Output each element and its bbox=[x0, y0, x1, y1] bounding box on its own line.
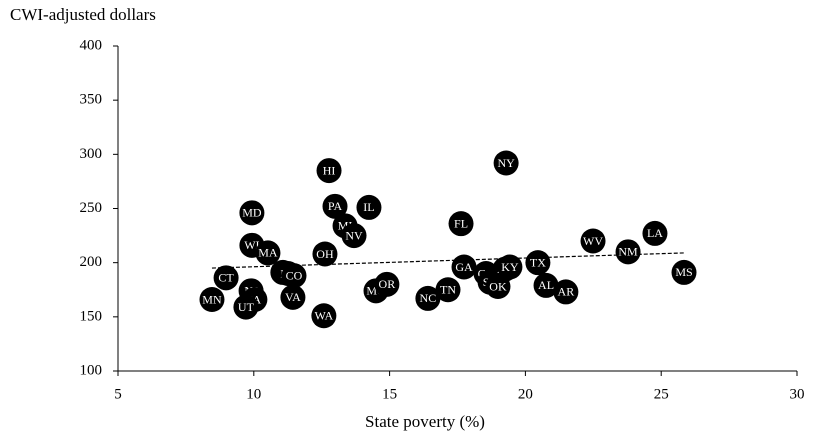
x-tick-label: 5 bbox=[114, 386, 122, 402]
point-label: MD bbox=[242, 206, 262, 220]
point bbox=[312, 241, 338, 267]
point bbox=[356, 194, 382, 220]
point bbox=[580, 228, 606, 254]
point-label: KY bbox=[501, 260, 519, 274]
point bbox=[374, 271, 400, 297]
point bbox=[642, 220, 668, 246]
point bbox=[199, 287, 225, 312]
point-label: MA bbox=[258, 246, 278, 260]
point-label: LA bbox=[647, 226, 663, 240]
point bbox=[448, 211, 474, 237]
point-label: PA bbox=[328, 199, 343, 213]
point-label: AL bbox=[538, 278, 554, 292]
point bbox=[497, 254, 523, 280]
y-tick-label: 200 bbox=[80, 254, 103, 270]
point-label: MN bbox=[202, 292, 222, 306]
point-label: UT bbox=[238, 300, 255, 314]
point-label: WV bbox=[583, 234, 603, 248]
y-tick-label: 300 bbox=[80, 146, 103, 162]
y-tick-label: 150 bbox=[80, 308, 103, 324]
point-label: NC bbox=[420, 291, 437, 305]
point bbox=[311, 303, 337, 329]
point bbox=[615, 239, 641, 265]
x-tick-label: 25 bbox=[654, 386, 669, 402]
point-label: WA bbox=[315, 309, 334, 323]
point bbox=[233, 294, 259, 320]
point bbox=[255, 240, 281, 266]
point-label: VA bbox=[285, 290, 301, 304]
point-label: IL bbox=[363, 200, 374, 214]
point-label: FL bbox=[454, 216, 468, 230]
point bbox=[213, 265, 239, 291]
point bbox=[415, 285, 441, 311]
point-label: WI bbox=[244, 238, 259, 252]
point bbox=[671, 259, 697, 285]
point bbox=[280, 284, 306, 310]
x-tick-label: 10 bbox=[246, 386, 261, 402]
point bbox=[281, 263, 307, 289]
point-label: CO bbox=[286, 268, 303, 282]
point bbox=[316, 158, 342, 184]
point-label: NY bbox=[497, 156, 515, 170]
y-tick-label: 100 bbox=[80, 362, 103, 378]
point bbox=[553, 279, 579, 305]
point-label: HI bbox=[323, 163, 336, 177]
point-label: OK bbox=[489, 279, 507, 293]
y-tick-label: 400 bbox=[80, 37, 103, 53]
point bbox=[341, 223, 367, 249]
point-label: MS bbox=[675, 265, 692, 279]
x-axis-label: State poverty (%) bbox=[365, 412, 485, 431]
point bbox=[525, 250, 551, 276]
y-tick-label: 350 bbox=[80, 92, 103, 108]
point-label: AR bbox=[558, 285, 575, 299]
point bbox=[451, 254, 477, 280]
y-tick-label: 250 bbox=[80, 200, 103, 216]
point bbox=[322, 193, 348, 219]
point-label: TX bbox=[530, 255, 546, 269]
point-label: TN bbox=[440, 283, 456, 297]
point bbox=[239, 200, 265, 226]
point-label: CT bbox=[218, 271, 234, 285]
point bbox=[493, 150, 519, 176]
point-label: NV bbox=[345, 228, 363, 242]
point-label: NM bbox=[618, 245, 638, 259]
point-label: OH bbox=[316, 247, 334, 261]
x-tick-label: 30 bbox=[790, 386, 805, 402]
point bbox=[435, 277, 461, 303]
x-tick-label: 20 bbox=[518, 386, 533, 402]
point bbox=[533, 272, 559, 298]
y-axis-label: CWI-adjusted dollars bbox=[10, 5, 156, 24]
x-tick-label: 15 bbox=[382, 386, 397, 402]
point-label: OR bbox=[379, 277, 396, 291]
point-label: GA bbox=[455, 260, 473, 274]
